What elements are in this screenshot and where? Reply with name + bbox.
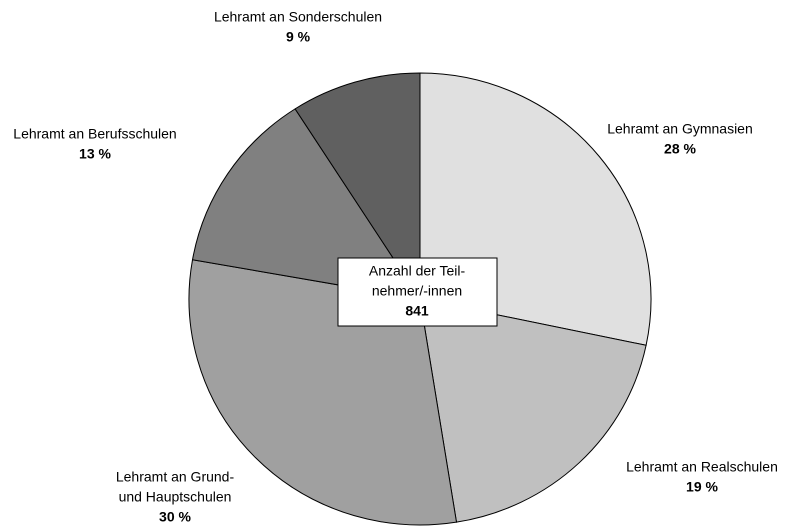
pie-slice (294, 72, 421, 301)
slice-label: Lehramt an Grund- (116, 469, 235, 485)
slice-label: Lehramt an Berufsschulen (13, 126, 176, 142)
center-label: Anzahl der Teil- (369, 263, 466, 279)
pie-slice (191, 108, 422, 300)
slice-label: Lehramt an Gymnasien (607, 121, 753, 137)
center-box (337, 257, 498, 327)
value-label: 9 % (286, 29, 311, 45)
slice-label: Lehramt an Sonderschulen (214, 9, 382, 25)
value-label: 30 % (159, 509, 191, 525)
center-label: nehmer/-innen (372, 283, 462, 299)
pie-slice (419, 298, 647, 523)
value-label: 19 % (686, 479, 718, 495)
slice-label: Lehramt an Realschulen (626, 459, 778, 475)
slice-label: und Hauptschulen (119, 489, 232, 505)
center-total: 841 (405, 303, 429, 319)
value-label: 13 % (79, 146, 111, 162)
value-label: 28 % (664, 141, 696, 157)
